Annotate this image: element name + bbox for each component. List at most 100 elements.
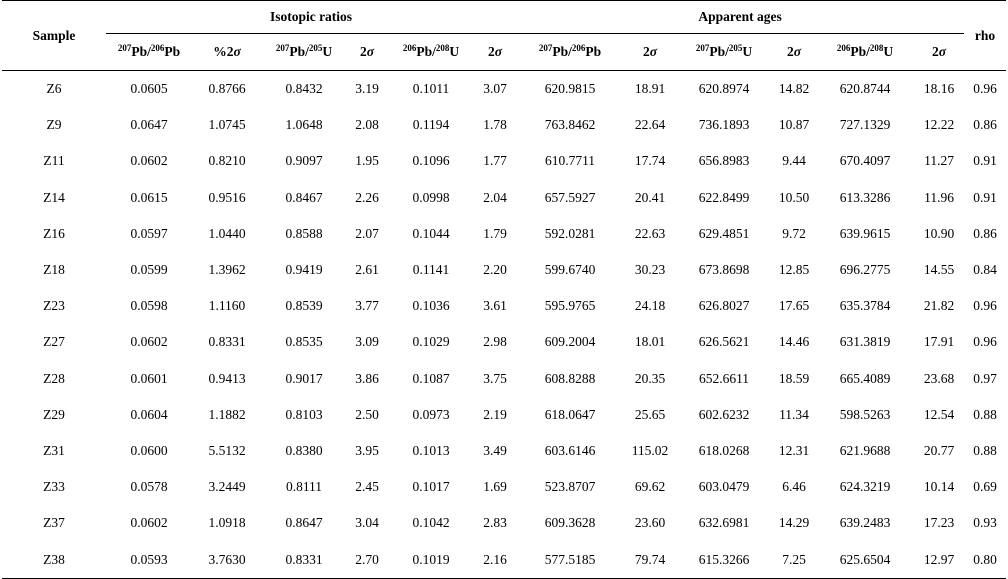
column-header: 207Pb/206Pb <box>516 33 624 71</box>
value-cell: 577.5185 <box>516 541 624 579</box>
sample-cell: Z31 <box>43 442 65 458</box>
column-header-text: Pb <box>585 44 602 59</box>
value-cell: 0.1019 <box>388 541 474 579</box>
value-cell: 12.22 <box>923 117 955 133</box>
value-cell: 609.2004 <box>544 334 596 350</box>
value-cell: 632.6981 <box>698 515 750 531</box>
table-row: Z16 0.0597 1.0440 0.8588 2.07 0.1044 1.79 592.0… <box>2 216 1006 252</box>
column-header-superscript: 206 <box>571 43 586 53</box>
column-header-text: U <box>449 44 460 59</box>
value-cell: 592.0281 <box>544 225 596 241</box>
value-cell: 0.8380 <box>285 442 323 458</box>
column-header-superscript: 205 <box>728 43 743 53</box>
value-cell: 2.20 <box>483 262 507 278</box>
column-header-text: U <box>883 44 894 59</box>
value-cell: 0.9516 <box>208 189 246 205</box>
sample-cell: Z6 <box>46 81 62 97</box>
value-cell: 1.3962 <box>208 262 246 278</box>
column-header: 207Pb/206Pb <box>106 33 192 71</box>
value-cell: 0.9419 <box>285 262 323 278</box>
value-cell: 0.0605 <box>130 81 168 97</box>
value-cell: 595.9765 <box>544 298 596 314</box>
column-header-text: 2 <box>786 44 794 59</box>
sample-cell: Z27 <box>43 334 65 350</box>
value-cell: 2.45 <box>355 479 379 495</box>
value-cell: 673.8698 <box>698 262 750 278</box>
column-header-text: 2 <box>932 44 939 59</box>
table-row: Z9 0.0647 1.0745 1.0648 2.08 0.1194 1.78 763.84… <box>2 107 1006 143</box>
value-cell: 620.8744 <box>839 81 891 97</box>
column-header: %2σ <box>192 33 262 71</box>
value-cell: 602.6232 <box>698 406 750 422</box>
value-cell: 0.0647 <box>130 117 168 133</box>
rho-header: rho <box>964 0 1007 71</box>
value-cell: 20.35 <box>634 370 666 386</box>
value-cell: 3.09 <box>355 334 379 350</box>
value-cell: 620.9815 <box>544 81 596 97</box>
column-header-text: U <box>322 44 333 59</box>
column-header-superscript: 208 <box>435 43 450 53</box>
value-cell: 17.23 <box>923 515 955 531</box>
value-cell: 0.0601 <box>130 370 168 386</box>
value-cell: 0.8539 <box>285 298 323 314</box>
value-cell: 3.75 <box>483 370 507 386</box>
column-header-text: Pb/ <box>289 44 309 59</box>
value-cell: 23.68 <box>923 370 955 386</box>
column-header-superscript: 206 <box>150 43 165 53</box>
value-cell: 0.1194 <box>412 117 450 133</box>
column-header: 207Pb/205U <box>262 33 346 71</box>
value-cell: 1.0918 <box>208 515 246 531</box>
value-cell: 10.90 <box>923 225 955 241</box>
column-header-superscript: 206 <box>402 43 417 53</box>
value-cell: 3.61 <box>483 298 507 314</box>
column-header: 207Pb/205U <box>676 33 772 71</box>
column-header: 2σ <box>346 33 388 71</box>
value-cell: 0.8210 <box>208 153 246 169</box>
table-row: Z37 0.0602 1.0918 0.8647 3.04 0.1042 2.83 609.3… <box>2 505 1006 541</box>
value-cell: 1.79 <box>483 225 507 241</box>
value-cell: 17.65 <box>778 298 810 314</box>
value-cell: 0.96 <box>973 81 997 97</box>
column-header-text: Pb/ <box>850 44 870 59</box>
table-row: Z18 0.0599 1.3962 0.9419 2.61 0.1141 2.20 599.6… <box>2 252 1006 288</box>
value-cell: 0.1087 <box>412 370 450 386</box>
apparent-ages-header: Apparent ages <box>516 0 965 34</box>
value-cell: 639.9615 <box>839 225 891 241</box>
value-cell: 0.96 <box>973 334 997 350</box>
column-header-superscript: 207 <box>695 43 710 53</box>
value-cell: 0.0599 <box>130 262 168 278</box>
value-cell: 1.0648 <box>285 117 323 133</box>
value-cell: 1.1882 <box>208 406 246 422</box>
column-header-text: U <box>742 44 753 59</box>
table-row: Z11 0.0602 0.8210 0.9097 1.95 0.1096 1.77 610.7… <box>2 143 1006 179</box>
value-cell: 0.9413 <box>208 370 246 386</box>
table-row: Z33 0.0578 3.2449 0.8111 2.45 0.1017 1.69 523.8… <box>2 469 1006 505</box>
isotopic-ratios-header: Isotopic ratios <box>106 0 516 34</box>
table-row: Z29 0.0604 1.1882 0.8103 2.50 0.0973 2.19 618.0… <box>2 397 1006 433</box>
column-header-superscript: 207 <box>538 43 553 53</box>
value-cell: 22.64 <box>634 117 666 133</box>
value-cell: 3.86 <box>355 370 379 386</box>
value-cell: 0.69 <box>973 479 997 495</box>
value-cell: 0.0604 <box>130 406 168 422</box>
sigma-symbol: σ <box>793 44 802 59</box>
value-cell: 69.62 <box>634 479 666 495</box>
value-cell: 0.93 <box>973 515 997 531</box>
sample-cell: Z33 <box>43 479 65 495</box>
value-cell: 12.85 <box>778 262 810 278</box>
table-row: Z23 0.0598 1.1160 0.8539 3.77 0.1036 3.61 595.9… <box>2 288 1006 324</box>
column-header: 2σ <box>624 33 676 71</box>
value-cell: 18.59 <box>778 370 810 386</box>
value-cell: 0.1036 <box>412 298 450 314</box>
sample-cell: Z23 <box>43 298 65 314</box>
value-cell: 0.1011 <box>412 81 450 97</box>
value-cell: 620.8974 <box>698 81 750 97</box>
value-cell: 0.1017 <box>412 479 450 495</box>
sample-header: Sample <box>2 0 106 71</box>
column-header: 2σ <box>474 33 516 71</box>
value-cell: 1.95 <box>355 153 379 169</box>
value-cell: 0.80 <box>964 541 1007 579</box>
value-cell: 1.77 <box>483 153 507 169</box>
column-header-text: 2 <box>642 44 650 59</box>
value-cell: 608.8288 <box>544 370 596 386</box>
